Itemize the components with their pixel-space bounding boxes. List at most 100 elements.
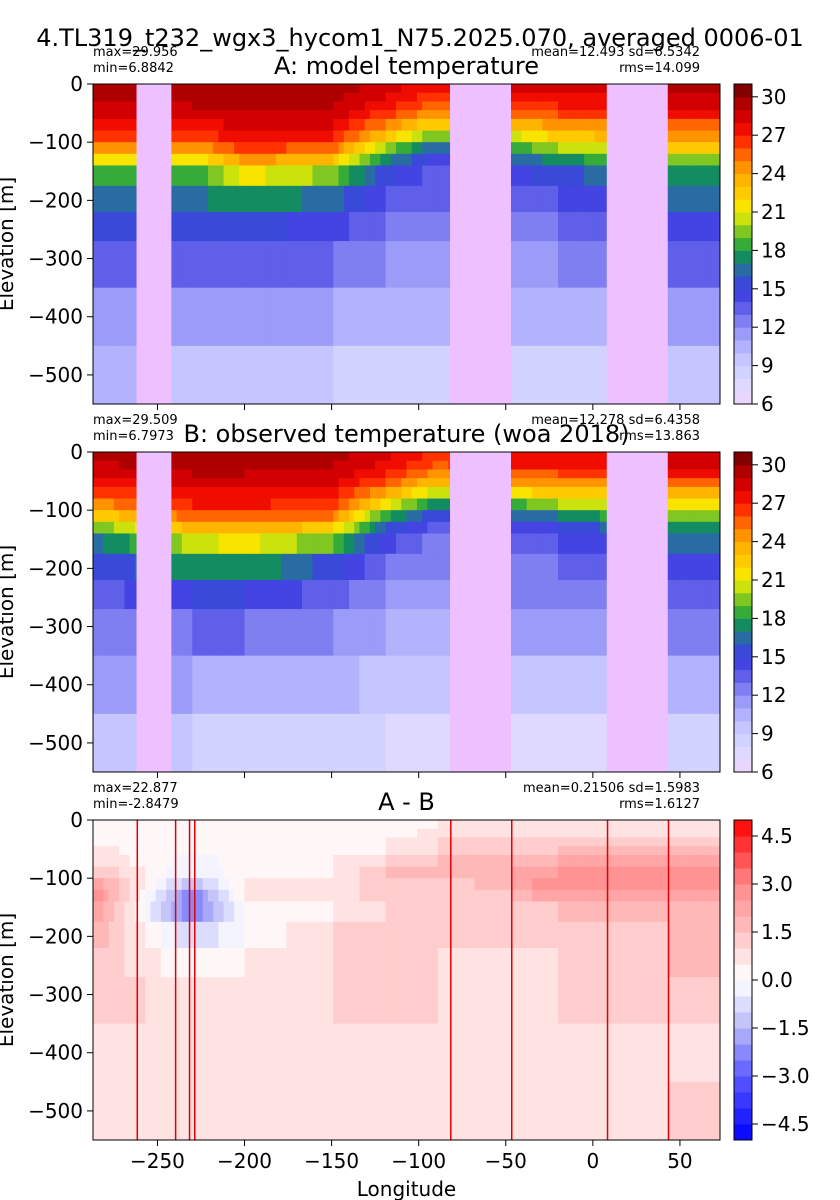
colorbar-tick-label: 24 [761,530,786,554]
heatmap-cell [218,1023,225,1083]
heatmap-cell [364,854,371,868]
heatmap-cell [270,101,277,111]
heatmap-cell [463,878,470,891]
heatmap-cell [558,837,564,847]
heatmap-cell [171,345,178,404]
heatmap-cell [511,820,517,830]
heatmap-cell [103,452,110,462]
heatmap-cell [594,460,601,471]
heatmap-cell [625,878,632,891]
heatmap-cell [521,478,528,488]
heatmap-cell [291,153,298,167]
heatmap-cell [380,609,387,657]
heatmap-cell [187,533,193,555]
heatmap-cell [704,287,711,347]
heatmap-cell [343,460,350,471]
heatmap-cell [558,977,564,1025]
heatmap-cell [558,118,564,132]
heatmap-cell [589,948,596,978]
heatmap-cell [171,118,178,132]
heatmap-cell [349,713,355,772]
heatmap-cell [270,287,277,347]
heatmap-cell [364,165,371,187]
heatmap-cell [265,452,272,462]
heatmap-cell [526,469,533,479]
heatmap-cell [254,498,261,511]
heatmap-cell [176,478,183,488]
heatmap-cell [333,553,340,581]
heatmap-cell [516,846,523,856]
heatmap-cell [108,866,115,879]
heatmap-cell [228,118,235,132]
heatmap-cell [281,948,287,978]
heatmap-cell [693,287,700,347]
heatmap-cell [511,469,517,479]
heatmap-cell [667,345,674,404]
heatmap-cell [573,948,580,978]
heatmap-cell [678,84,685,94]
heatmap-cell [709,101,716,111]
heatmap-cell [328,345,334,404]
heatmap-cell [589,521,596,535]
heatmap-cell [406,241,413,289]
heatmap-cell [672,655,679,715]
heatmap-cell [443,510,449,523]
heatmap-cell [239,948,246,978]
heatmap-cell [411,820,418,830]
heatmap-cell [281,130,287,143]
heatmap-cell [401,510,408,523]
heatmap-cell [270,165,277,187]
heatmap-cell [181,478,188,488]
heatmap-cell [223,185,230,213]
heatmap-cell [281,837,287,847]
heatmap-cell [322,655,329,715]
heatmap-cell [296,655,303,715]
heatmap-cell [171,287,178,347]
heatmap-cell [218,452,225,462]
heatmap-cell [307,977,314,1025]
heatmap-cell [385,510,392,523]
heatmap-cell [526,846,533,856]
heatmap-cell [369,533,376,555]
heatmap-cell [213,948,219,978]
heatmap-cell [113,866,120,879]
heatmap-cell [511,713,517,772]
heatmap-cell [140,889,146,903]
heatmap-cell [390,878,397,891]
heatmap-cell [202,478,209,488]
heatmap-cell [254,854,261,868]
heatmap-cell [359,92,366,103]
heatmap-cell [270,580,277,610]
y-tick-label: −300 [28,247,83,271]
heatmap-cell [578,212,585,242]
heatmap-cell [547,837,554,847]
heatmap-cell [406,580,413,610]
heatmap-cell [714,486,720,500]
heatmap-cell [254,866,261,879]
heatmap-cell [176,854,183,868]
heatmap-cell [129,977,136,1025]
heatmap-cell [145,866,152,879]
heatmap-cell [573,1081,580,1140]
heatmap-cell [453,828,460,839]
stats-left: min=6.8842 [93,61,174,76]
heatmap-cell [207,130,214,143]
heatmap-cell [437,1023,444,1083]
heatmap-cell [432,609,439,657]
heatmap-cell [359,118,366,132]
heatmap-cell [568,521,575,535]
heatmap-cell [333,478,340,488]
heatmap-cell [244,713,251,772]
heatmap-cell [573,84,580,94]
heatmap-cell [437,478,444,488]
heatmap-cell [547,165,554,187]
heatmap-cell [469,866,476,879]
heatmap-cell [275,846,282,856]
heatmap-cell [594,92,601,103]
heatmap-cell [354,521,361,535]
heatmap-cell [354,460,361,471]
heatmap-cell [458,889,465,903]
heatmap-cell [354,478,361,488]
heatmap-cell [704,486,711,500]
heatmap-cell [401,553,408,581]
